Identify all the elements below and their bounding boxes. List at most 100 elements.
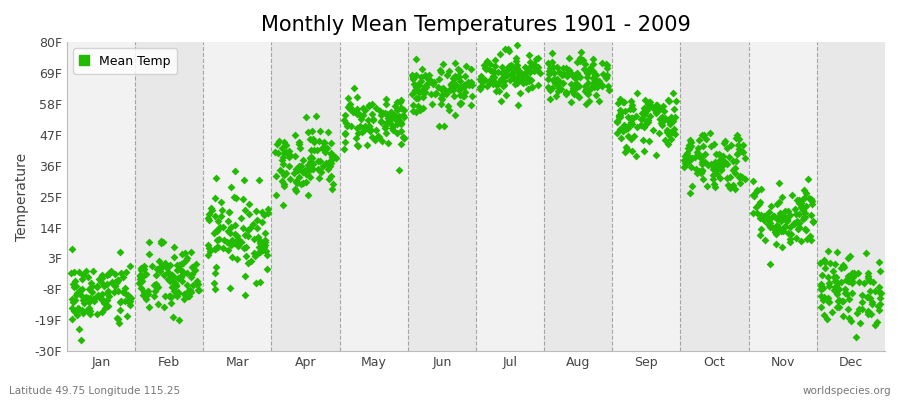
Point <box>543 95 557 102</box>
Point <box>579 100 593 107</box>
Point <box>643 113 657 119</box>
Point <box>725 166 740 173</box>
Point <box>753 215 768 222</box>
Point <box>223 184 238 190</box>
Point <box>409 109 423 115</box>
Point <box>790 218 805 224</box>
Point <box>233 238 248 245</box>
Point <box>304 154 319 160</box>
Point <box>837 264 851 270</box>
Point <box>817 294 832 300</box>
Point <box>839 277 853 284</box>
Point <box>845 270 859 276</box>
Point <box>437 89 452 96</box>
Point <box>457 82 472 89</box>
Point <box>724 142 739 148</box>
Point <box>288 152 302 159</box>
Point <box>473 78 488 84</box>
Point <box>445 83 459 89</box>
Point <box>766 213 780 220</box>
Point <box>761 216 776 222</box>
Point <box>68 278 82 284</box>
Point <box>541 60 555 66</box>
Point <box>437 123 452 130</box>
Point <box>821 298 835 304</box>
Point <box>295 180 310 186</box>
Point <box>256 212 271 218</box>
Point <box>822 282 836 289</box>
Point <box>287 170 302 176</box>
Point <box>485 81 500 87</box>
Point <box>783 231 797 237</box>
Point <box>274 169 289 175</box>
Point <box>66 281 80 288</box>
Point <box>276 202 291 208</box>
Point <box>408 87 422 93</box>
Point <box>132 280 147 286</box>
Point <box>255 209 269 215</box>
Point <box>788 206 802 213</box>
Point <box>140 296 154 302</box>
Point <box>700 182 715 189</box>
Point <box>500 72 514 78</box>
Point <box>337 146 351 152</box>
Point <box>578 88 592 94</box>
Point <box>79 268 94 274</box>
Point <box>797 214 812 220</box>
Point <box>120 312 134 319</box>
Point <box>349 142 364 148</box>
Point <box>289 166 303 172</box>
Point <box>191 280 205 287</box>
Point <box>300 170 314 176</box>
Point <box>147 293 161 299</box>
Point <box>392 113 407 119</box>
Point <box>236 196 250 202</box>
Point <box>805 212 819 218</box>
Point <box>70 305 85 311</box>
Point <box>817 295 832 302</box>
Point <box>279 141 293 148</box>
Point <box>182 293 196 299</box>
Point <box>394 120 409 126</box>
Point <box>649 152 663 158</box>
Point <box>621 114 635 120</box>
Point <box>620 146 634 152</box>
Point <box>389 117 403 124</box>
Point <box>76 297 91 303</box>
Point <box>595 83 609 90</box>
Point <box>745 192 760 199</box>
Point <box>531 55 545 62</box>
Point <box>541 84 555 90</box>
Point <box>175 272 189 278</box>
Point <box>568 72 582 78</box>
Point <box>775 216 789 222</box>
Point <box>489 81 503 87</box>
Point <box>783 239 797 246</box>
Point <box>76 310 90 316</box>
Point <box>828 278 842 284</box>
Point <box>636 110 651 116</box>
Point <box>510 102 525 109</box>
Point <box>727 164 742 171</box>
Point <box>689 170 704 176</box>
Point <box>187 266 202 273</box>
Point <box>512 69 526 75</box>
Point <box>96 283 111 289</box>
Point <box>299 114 313 120</box>
Point <box>662 120 677 127</box>
Point <box>201 252 215 258</box>
Point <box>298 167 312 174</box>
Point <box>323 160 338 166</box>
Point <box>189 280 203 287</box>
Point <box>544 59 559 65</box>
Point <box>277 150 292 156</box>
Point <box>136 273 150 280</box>
Point <box>378 110 392 116</box>
Point <box>610 100 625 106</box>
Point <box>338 120 353 126</box>
Point <box>82 306 96 313</box>
Point <box>253 279 267 286</box>
Point <box>542 71 556 77</box>
Point <box>638 110 652 116</box>
Point <box>695 159 709 165</box>
